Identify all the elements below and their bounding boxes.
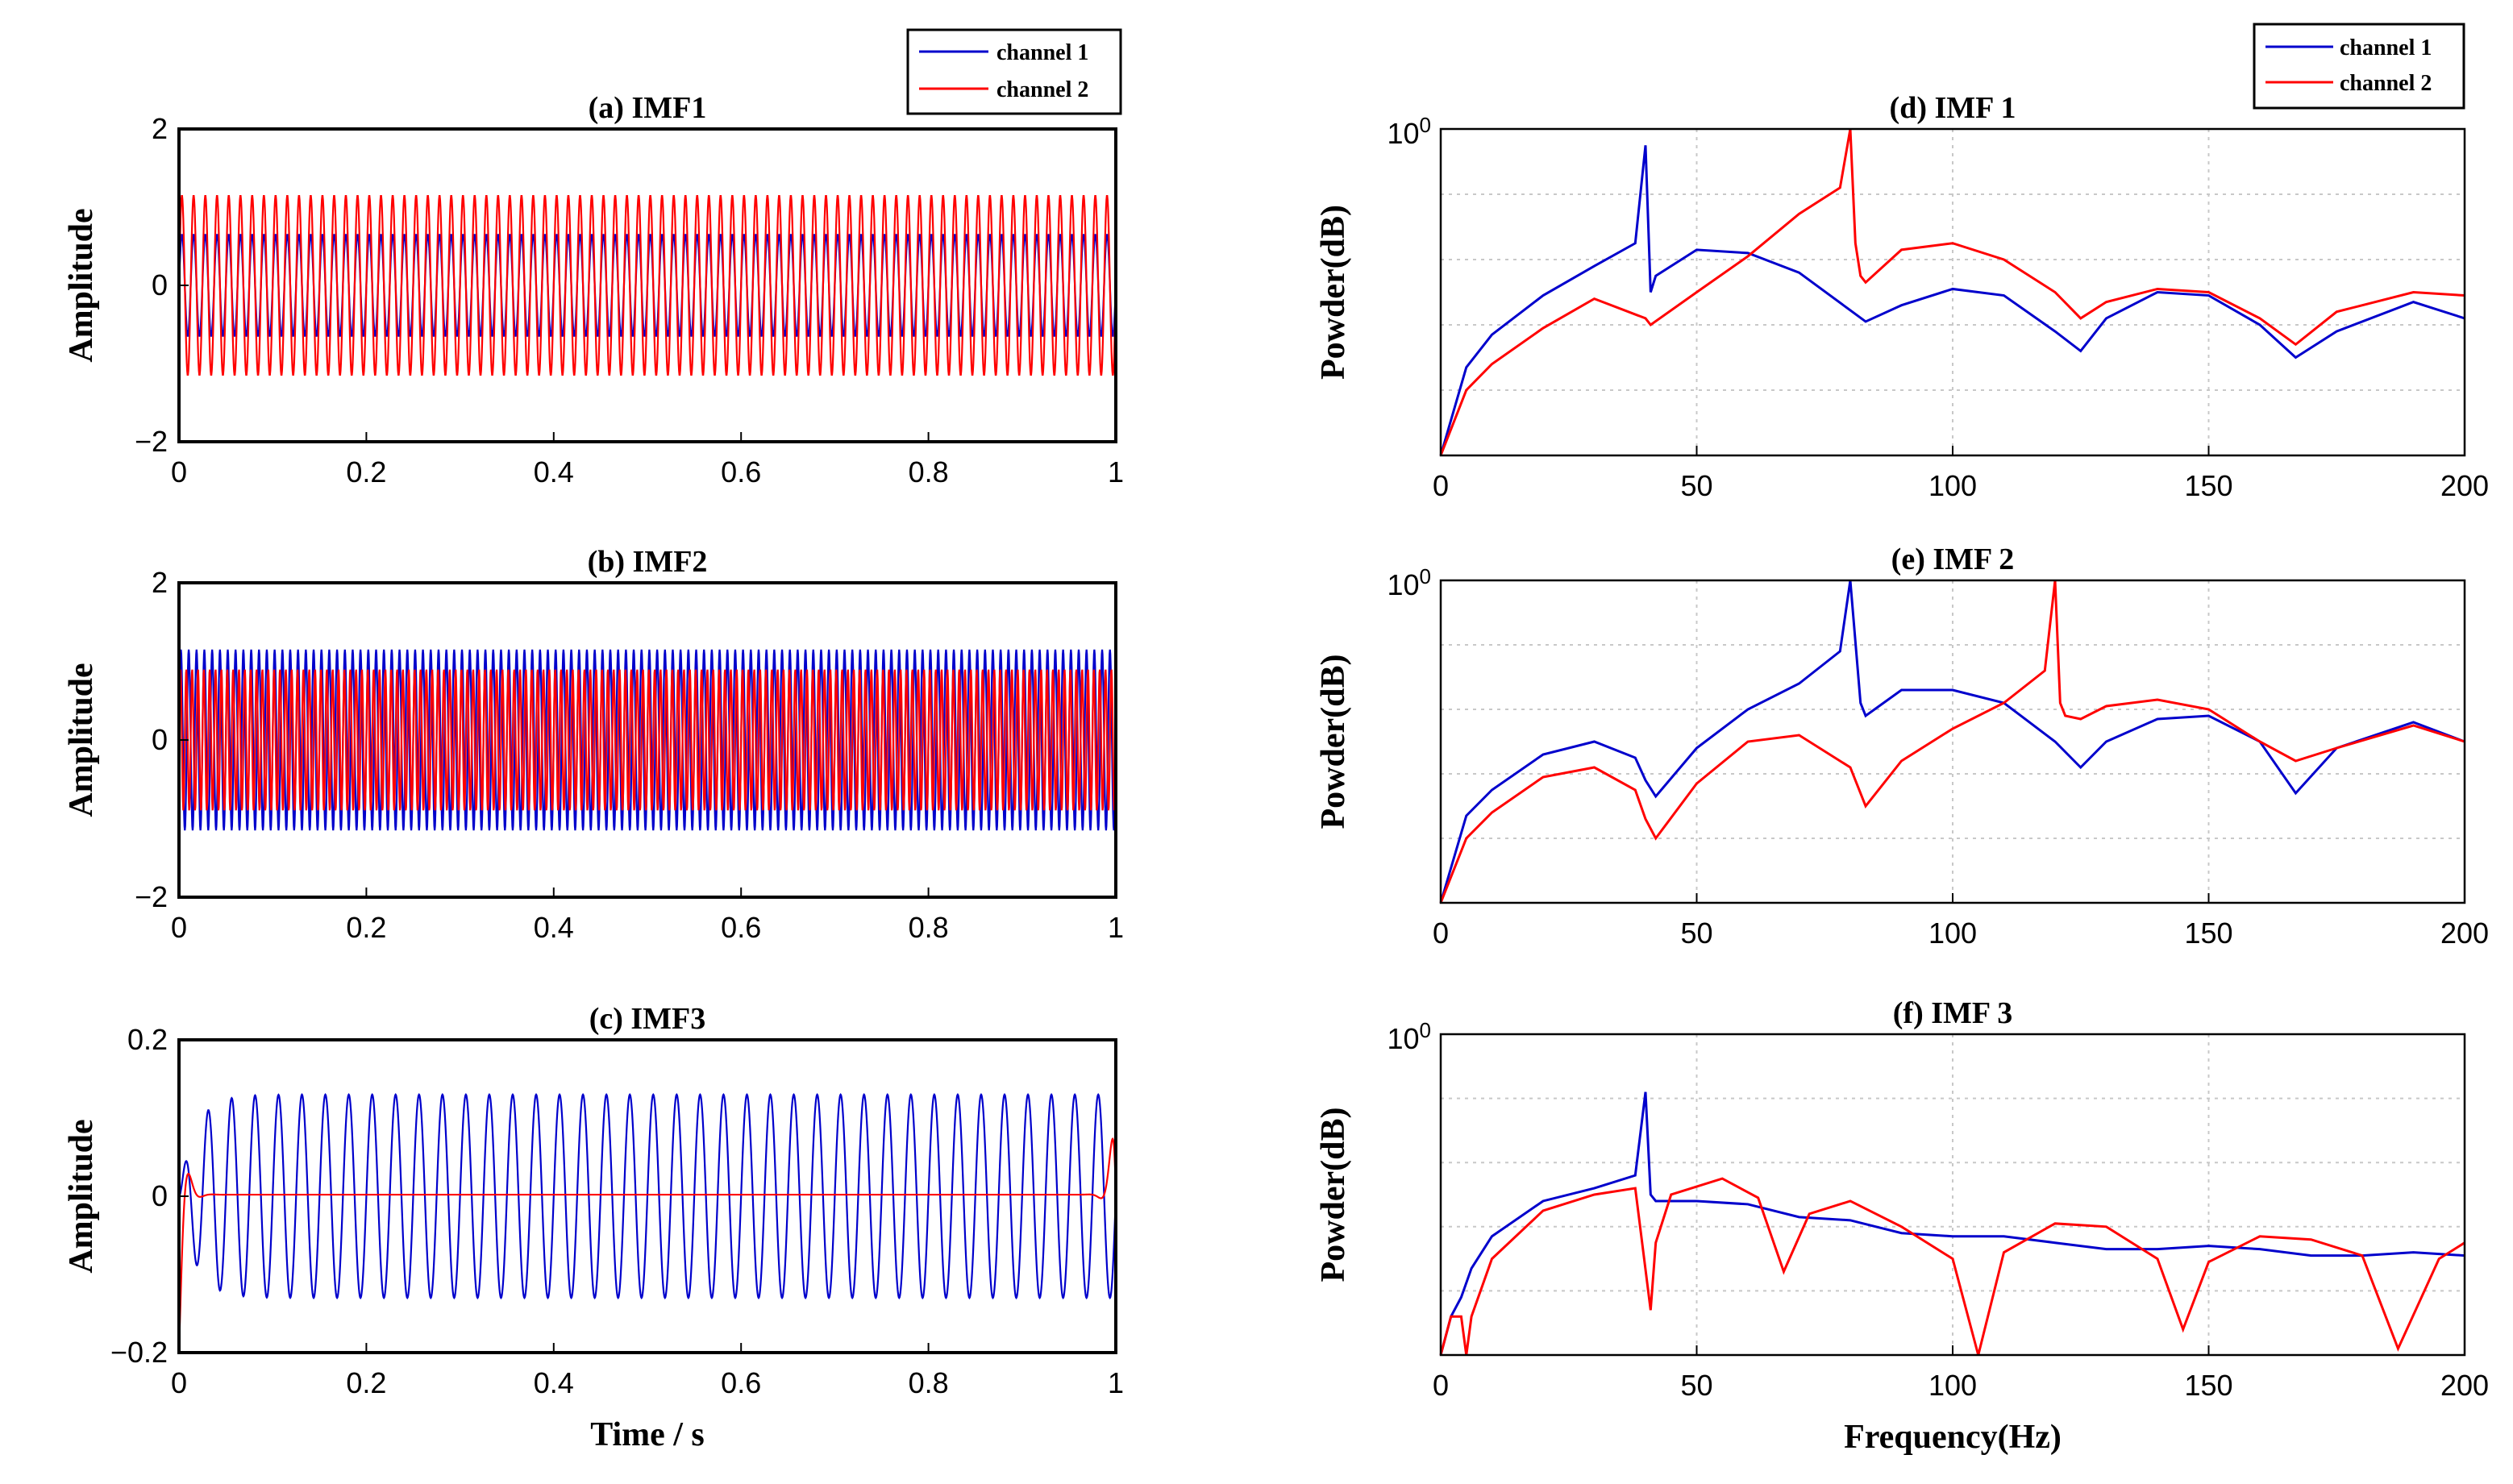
title-b: (b) IMF2 — [588, 545, 708, 579]
xlabel-f: Frequency(Hz) — [1844, 1419, 2062, 1456]
ytick-label-b-1: 0 — [152, 723, 168, 756]
title-c: (c) IMF3 — [589, 1002, 706, 1036]
ylabel-f: Powder(dB) — [1315, 1108, 1352, 1282]
xtick-label-d-3: 150 — [2184, 469, 2232, 502]
xtick-label-c-0: 0 — [171, 1366, 187, 1399]
subplot-e: (e) IMF 2 0 50 100 150 200 100 Powder(dB) — [1315, 542, 2489, 950]
series-a-2 — [177, 194, 1117, 376]
legend-right: channel 1 channel 2 — [2253, 23, 2465, 110]
series-e-2 — [1439, 580, 2465, 904]
ytick-exponent-d: 0 — [1420, 113, 1431, 137]
title-d: (d) IMF 1 — [1890, 91, 2016, 125]
xtick-label-f-4: 200 — [2440, 1369, 2489, 1402]
xtick-label-b-3: 0.6 — [721, 911, 761, 944]
xtick-label-a-1: 0.2 — [346, 455, 386, 488]
xtick-label-c-2: 0.4 — [534, 1366, 574, 1399]
xtick-label-c-5: 1 — [1108, 1366, 1124, 1399]
xtick-label-a-5: 1 — [1108, 455, 1124, 488]
ytick-label-a-2: 2 — [152, 112, 168, 145]
xtick-label-e-1: 50 — [1680, 917, 1712, 950]
xtick-label-e-4: 200 — [2440, 917, 2489, 950]
title-e: (e) IMF 2 — [1891, 542, 2015, 576]
ylabel-c: Amplitude — [63, 1119, 100, 1273]
xtick-label-f-3: 150 — [2184, 1369, 2232, 1402]
xtick-label-d-1: 50 — [1680, 469, 1712, 502]
series-f-1 — [1439, 1091, 2465, 1356]
xtick-label-f-1: 50 — [1680, 1369, 1712, 1402]
ytick-label-c-2: 0.2 — [127, 1023, 168, 1056]
ylabel-e: Powder(dB) — [1315, 655, 1352, 829]
series-d-1 — [1439, 145, 2465, 456]
xtick-label-b-5: 1 — [1108, 911, 1124, 944]
xtick-label-f-0: 0 — [1433, 1369, 1449, 1402]
series-e-1 — [1439, 580, 2465, 904]
ytick-label-c-1: 0 — [152, 1179, 168, 1212]
xtick-label-c-1: 0.2 — [346, 1366, 386, 1399]
legend-left-label-ch2: channel 2 — [996, 77, 1088, 102]
title-f: (f) IMF 3 — [1893, 996, 2012, 1030]
legend-right-label-ch2: channel 2 — [2340, 71, 2432, 96]
xtick-label-e-3: 150 — [2184, 917, 2232, 950]
series-c-2 — [177, 1137, 1117, 1352]
ytick-label-e-top: 100 — [1387, 564, 1431, 601]
ytick-exponent-f: 0 — [1420, 1018, 1431, 1042]
xtick-label-a-2: 0.4 — [534, 455, 574, 488]
xtick-label-b-2: 0.4 — [534, 911, 574, 944]
xtick-label-f-2: 100 — [1928, 1369, 1977, 1402]
ylabel-b: Amplitude — [63, 663, 100, 817]
xtick-label-b-0: 0 — [171, 911, 187, 944]
xtick-label-a-4: 0.8 — [909, 455, 949, 488]
series-f-2 — [1439, 1177, 2465, 1356]
legend-right-label-ch1: channel 1 — [2340, 35, 2432, 60]
ylabel-d: Powder(dB) — [1315, 205, 1352, 380]
series-d-2 — [1439, 128, 2465, 456]
xtick-label-a-3: 0.6 — [721, 455, 761, 488]
xtick-label-a-0: 0 — [171, 455, 187, 488]
xtick-label-d-4: 200 — [2440, 469, 2489, 502]
ytick-label-a-1: 0 — [152, 268, 168, 301]
xtick-label-c-3: 0.6 — [721, 1366, 761, 1399]
legend-left-label-ch1: channel 1 — [996, 40, 1088, 65]
xtick-label-e-0: 0 — [1433, 917, 1449, 950]
xtick-label-d-2: 100 — [1928, 469, 1977, 502]
ytick-label-c-0: −0.2 — [110, 1336, 168, 1369]
legend-right-box — [2253, 23, 2465, 110]
ylabel-a: Amplitude — [63, 208, 100, 362]
ytick-label-a-0: −2 — [135, 425, 168, 458]
xtick-label-d-0: 0 — [1433, 469, 1449, 502]
ytick-label-b-0: −2 — [135, 880, 168, 913]
ytick-exponent-e: 0 — [1420, 564, 1431, 588]
subplot-f: (f) IMF 30 50 100 150 200100Powder(dB)Freque… — [1315, 996, 2489, 1456]
xtick-label-c-4: 0.8 — [909, 1366, 949, 1399]
xtick-label-b-1: 0.2 — [346, 911, 386, 944]
xlabel-c: Time / s — [590, 1416, 705, 1453]
xtick-label-b-4: 0.8 — [909, 911, 949, 944]
legend-left-box — [906, 28, 1122, 115]
xtick-label-e-2: 100 — [1928, 917, 1977, 950]
legend-left: channel 1 channel 2 — [906, 28, 1122, 115]
ytick-label-b-2: 2 — [152, 566, 168, 599]
series-b-2 — [177, 669, 1117, 811]
title-a: (a) IMF1 — [589, 91, 707, 125]
series-c-1 — [178, 1092, 1117, 1300]
